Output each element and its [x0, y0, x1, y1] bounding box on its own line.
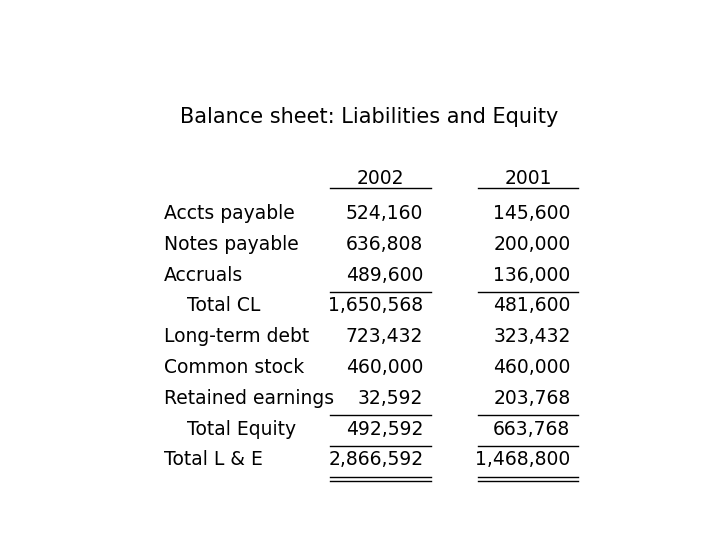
Text: 663,768: 663,768 — [493, 420, 570, 438]
Text: Total CL: Total CL — [187, 296, 260, 315]
Text: 636,808: 636,808 — [346, 235, 423, 254]
Text: 2002: 2002 — [357, 169, 405, 188]
Text: 323,432: 323,432 — [493, 327, 570, 346]
Text: Accruals: Accruals — [163, 266, 243, 285]
Text: 203,768: 203,768 — [493, 389, 570, 408]
Text: 524,160: 524,160 — [346, 204, 423, 223]
Text: 136,000: 136,000 — [493, 266, 570, 285]
Text: Balance sheet: Liabilities and Equity: Balance sheet: Liabilities and Equity — [180, 107, 558, 127]
Text: 481,600: 481,600 — [493, 296, 570, 315]
Text: 145,600: 145,600 — [493, 204, 570, 223]
Text: Retained earnings: Retained earnings — [163, 389, 334, 408]
Text: 489,600: 489,600 — [346, 266, 423, 285]
Text: 460,000: 460,000 — [346, 358, 423, 377]
Text: 460,000: 460,000 — [493, 358, 570, 377]
Text: 1,468,800: 1,468,800 — [475, 450, 570, 469]
Text: Total L & E: Total L & E — [163, 450, 263, 469]
Text: Notes payable: Notes payable — [163, 235, 298, 254]
Text: 492,592: 492,592 — [346, 420, 423, 438]
Text: 2001: 2001 — [504, 169, 552, 188]
Text: 2,866,592: 2,866,592 — [328, 450, 423, 469]
Text: 1,650,568: 1,650,568 — [328, 296, 423, 315]
Text: Accts payable: Accts payable — [163, 204, 294, 223]
Text: Common stock: Common stock — [163, 358, 304, 377]
Text: 32,592: 32,592 — [358, 389, 423, 408]
Text: Total Equity: Total Equity — [187, 420, 296, 438]
Text: Long-term debt: Long-term debt — [163, 327, 309, 346]
Text: 200,000: 200,000 — [493, 235, 570, 254]
Text: 723,432: 723,432 — [346, 327, 423, 346]
